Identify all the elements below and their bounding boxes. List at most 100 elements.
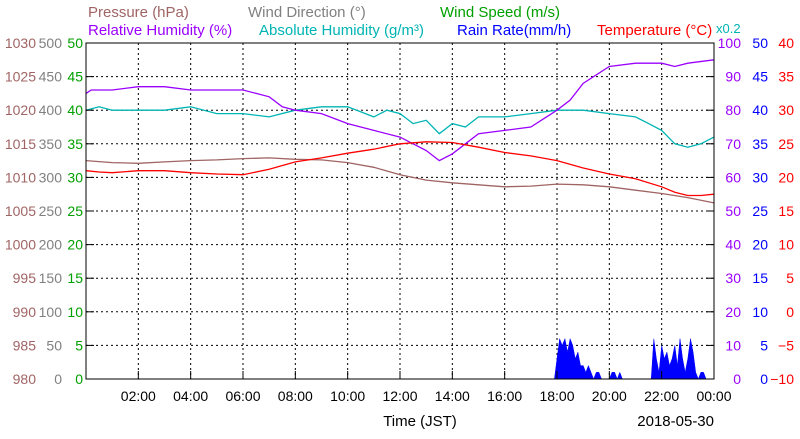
pressure-tick-label: 1025 bbox=[5, 69, 36, 85]
temperature-tick-label: 35 bbox=[778, 69, 794, 85]
rain-layer bbox=[554, 337, 714, 380]
pressure-tick-label: 1005 bbox=[5, 203, 36, 219]
rain-rate-tick-label: 0 bbox=[760, 371, 768, 387]
rain-rate-tick-label: 35 bbox=[752, 136, 768, 152]
relative-humidity-tick-label: 30 bbox=[725, 270, 741, 286]
multiplier-label: x0.2 bbox=[716, 21, 741, 36]
wind-speed-tick-label: 35 bbox=[67, 136, 83, 152]
x-tick-label: 20:00 bbox=[592, 388, 627, 404]
pressure-tick-label: 995 bbox=[13, 270, 37, 286]
temperature-tick-label: 20 bbox=[778, 169, 794, 185]
x-tick-label: 02:00 bbox=[121, 388, 156, 404]
relative-humidity-tick-label: 70 bbox=[725, 136, 741, 152]
series-absolute-humidity-g-m-line bbox=[85, 106, 715, 148]
grid-layer bbox=[86, 43, 714, 379]
relative-humidity-tick-label: 40 bbox=[725, 237, 741, 253]
wind-direction-tick-label: 150 bbox=[39, 270, 63, 286]
date-label: 2018-05-30 bbox=[637, 413, 714, 430]
relative-humidity-tick-label: 10 bbox=[725, 337, 741, 353]
wind-direction-tick-label: 250 bbox=[39, 203, 63, 219]
wind-direction-tick-label: 500 bbox=[39, 35, 63, 51]
x-axis-label: Time (JST) bbox=[383, 413, 457, 430]
relative-humidity-tick-label: 20 bbox=[725, 304, 741, 320]
wind-direction-tick-label: 300 bbox=[39, 169, 63, 185]
series-rain-rate-area bbox=[554, 337, 714, 380]
wind-speed-tick-label: 15 bbox=[67, 270, 83, 286]
rain-rate-tick-label: 20 bbox=[752, 237, 768, 253]
legend-entry: Relative Humidity (%) bbox=[88, 22, 232, 39]
wind-direction-tick-label: 0 bbox=[54, 371, 62, 387]
temperature-tick-label: 15 bbox=[778, 203, 794, 219]
relative-humidity-tick-label: 60 bbox=[725, 169, 741, 185]
wind-speed-tick-label: 10 bbox=[67, 304, 83, 320]
wind-speed-tick-label: 20 bbox=[67, 237, 83, 253]
temperature-tick-label: −10 bbox=[770, 371, 794, 387]
x-tick-label: 16:00 bbox=[487, 388, 522, 404]
temperature-tick-label: 0 bbox=[786, 304, 794, 320]
pressure-tick-label: 1015 bbox=[5, 136, 36, 152]
legend-entry: Wind Speed (m/s) bbox=[440, 4, 560, 21]
x-tick-label: 08:00 bbox=[278, 388, 313, 404]
wind-direction-tick-label: 350 bbox=[39, 136, 63, 152]
x-tick-label: 22:00 bbox=[644, 388, 679, 404]
wind-speed-tick-label: 0 bbox=[75, 371, 83, 387]
wind-direction-tick-label: 450 bbox=[39, 69, 63, 85]
rain-rate-tick-label: 25 bbox=[752, 203, 768, 219]
rain-rate-tick-label: 10 bbox=[752, 304, 768, 320]
relative-humidity-tick-label: 0 bbox=[733, 371, 741, 387]
pressure-tick-label: 1020 bbox=[5, 102, 36, 118]
rain-rate-tick-label: 5 bbox=[760, 337, 768, 353]
temperature-tick-label: 40 bbox=[778, 35, 794, 51]
pressure-tick-label: 1030 bbox=[5, 35, 36, 51]
wind-direction-tick-label: 400 bbox=[39, 102, 63, 118]
wind-speed-tick-label: 25 bbox=[67, 203, 83, 219]
relative-humidity-tick-label: 100 bbox=[718, 35, 742, 51]
wind-speed-tick-label: 30 bbox=[67, 169, 83, 185]
x-tick-label: 14:00 bbox=[435, 388, 470, 404]
pressure-tick-label: 985 bbox=[13, 337, 37, 353]
temperature-tick-label: 10 bbox=[778, 237, 794, 253]
wind-direction-tick-label: 100 bbox=[39, 304, 63, 320]
series-temperature-c-line bbox=[85, 141, 715, 197]
wind-speed-tick-label: 40 bbox=[67, 102, 83, 118]
x-tick-label: 10:00 bbox=[330, 388, 365, 404]
x-tick-label: 04:00 bbox=[173, 388, 208, 404]
legend-entry: Temperature (°C) bbox=[597, 22, 712, 39]
temperature-tick-label: 30 bbox=[778, 102, 794, 118]
pressure-tick-label: 980 bbox=[13, 371, 37, 387]
relative-humidity-tick-label: 90 bbox=[725, 69, 741, 85]
rain-rate-tick-label: 40 bbox=[752, 102, 768, 118]
series-layer bbox=[85, 59, 715, 204]
wind-speed-tick-label: 5 bbox=[75, 337, 83, 353]
legend-entry: Wind Direction (°) bbox=[248, 4, 366, 21]
series-pressure-hpa-line bbox=[85, 157, 715, 204]
rain-rate-tick-label: 15 bbox=[752, 270, 768, 286]
legend-entry: Rain Rate(mm/h) bbox=[457, 22, 571, 39]
temperature-tick-label: −5 bbox=[778, 337, 794, 353]
legend-layer: Pressure (hPa) Wind Direction (°) Wind Spe… bbox=[88, 4, 712, 39]
x-tick-label: 12:00 bbox=[382, 388, 417, 404]
wind-speed-tick-label: 50 bbox=[67, 35, 83, 51]
temperature-tick-label: 25 bbox=[778, 136, 794, 152]
legend-entry: Absolute Humidity (g/m³) bbox=[259, 22, 424, 39]
pressure-tick-label: 1010 bbox=[5, 169, 36, 185]
legend-entry: Pressure (hPa) bbox=[88, 4, 189, 21]
rain-rate-tick-label: 50 bbox=[752, 35, 768, 51]
rain-rate-tick-label: 45 bbox=[752, 69, 768, 85]
relative-humidity-tick-label: 80 bbox=[725, 102, 741, 118]
pressure-tick-label: 990 bbox=[13, 304, 37, 320]
temperature-tick-label: 5 bbox=[786, 270, 794, 286]
x-tick-label: 18:00 bbox=[539, 388, 574, 404]
axis-layer: 9809859909951000100510101015102010251030… bbox=[5, 35, 794, 404]
wind-direction-tick-label: 200 bbox=[39, 237, 63, 253]
wind-speed-tick-label: 45 bbox=[67, 69, 83, 85]
wind-direction-tick-label: 50 bbox=[46, 337, 62, 353]
rain-rate-tick-label: 30 bbox=[752, 169, 768, 185]
x-tick-label: 06:00 bbox=[225, 388, 260, 404]
relative-humidity-tick-label: 50 bbox=[725, 203, 741, 219]
pressure-tick-label: 1000 bbox=[5, 237, 36, 253]
x-tick-label: 00:00 bbox=[696, 388, 731, 404]
series-relative-humidity-line bbox=[85, 59, 715, 162]
